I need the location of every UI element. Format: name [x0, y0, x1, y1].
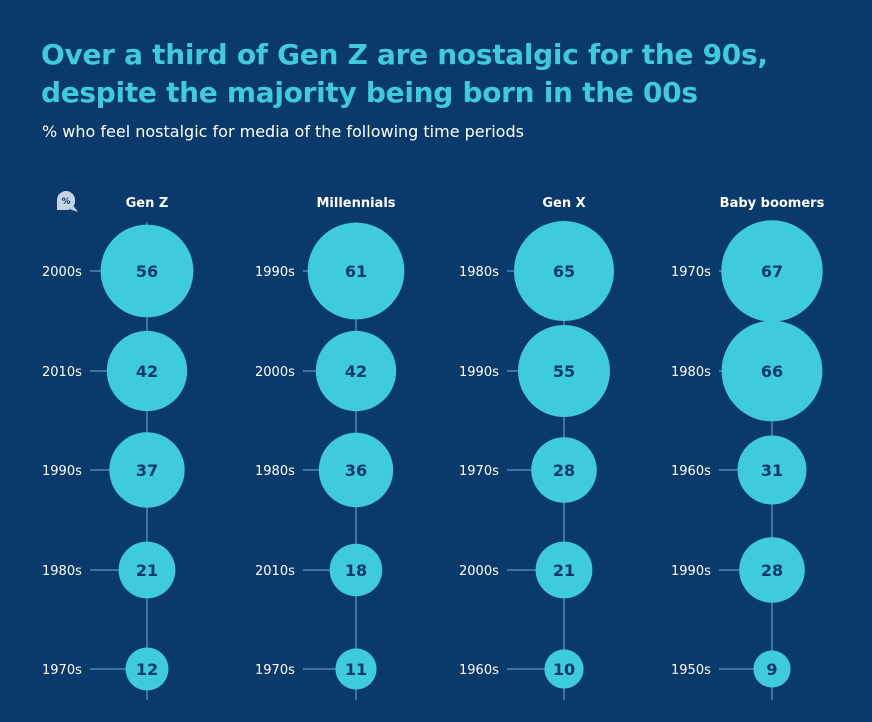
- bubble-value-label: 28: [553, 461, 575, 480]
- group-column: Millennials 1990s 61 2000s 42 1980s 36 2010s 18 1…: [255, 196, 405, 700]
- percent-badge-text: %: [61, 197, 70, 207]
- value-bubble: [514, 221, 614, 321]
- group-column: Gen Z 2000s 56 2010s 42 1990s 37 1980s 21 1970s 12: [42, 196, 194, 700]
- period-label: 2010s: [42, 365, 82, 380]
- value-bubble: [318, 432, 394, 508]
- bubble-value-label: 36: [345, 461, 367, 480]
- period-label: 1990s: [671, 564, 711, 579]
- value-bubble: [753, 650, 791, 688]
- period-label: 1980s: [459, 265, 499, 280]
- bubble-value-label: 61: [345, 262, 367, 281]
- bubble-value-label: 65: [553, 262, 575, 281]
- bubble-value-label: 55: [553, 362, 575, 381]
- bubble-value-label: 42: [345, 362, 367, 381]
- period-label: 1970s: [459, 464, 499, 479]
- value-bubble: [125, 647, 169, 691]
- period-label: 1980s: [671, 365, 711, 380]
- bubble-value-label: 21: [553, 561, 575, 580]
- period-label: 2010s: [255, 564, 295, 579]
- period-label: 1970s: [42, 663, 82, 678]
- bubble-value-label: 37: [136, 461, 158, 480]
- value-bubble: [721, 220, 823, 322]
- group-column: Baby boomers 1970s 67 1980s 66 1960s 31 1990s 28…: [671, 196, 825, 700]
- period-label: 1990s: [459, 365, 499, 380]
- chart-title: Over a third of Gen Z are nostalgic for …: [41, 38, 768, 109]
- value-bubble: [544, 649, 584, 689]
- value-bubble: [106, 330, 188, 412]
- value-bubble: [737, 435, 807, 505]
- period-label: 1960s: [671, 464, 711, 479]
- period-label: 1980s: [42, 564, 82, 579]
- bubble-value-label: 21: [136, 561, 158, 580]
- value-bubble: [315, 330, 397, 412]
- bubble-value-label: 67: [761, 262, 783, 281]
- group-label: Baby boomers: [720, 196, 825, 211]
- bubble-value-label: 11: [345, 660, 367, 679]
- period-label: 1970s: [255, 663, 295, 678]
- period-label: 1990s: [42, 464, 82, 479]
- period-label: 1950s: [671, 663, 711, 678]
- bubble-value-label: 12: [136, 660, 158, 679]
- bubble-value-label: 18: [345, 561, 367, 580]
- period-label: 1990s: [255, 265, 295, 280]
- chart-subtitle: % who feel nostalgic for media of the fo…: [42, 122, 524, 141]
- period-label: 2000s: [459, 564, 499, 579]
- group-label: Gen Z: [126, 196, 169, 211]
- bubble-value-label: 42: [136, 362, 158, 381]
- period-label: 2000s: [42, 265, 82, 280]
- value-bubble: [307, 222, 405, 320]
- group-label: Gen X: [542, 196, 585, 211]
- value-bubble: [721, 320, 823, 422]
- bubble-value-label: 28: [761, 561, 783, 580]
- period-label: 2000s: [255, 365, 295, 380]
- bubble-value-label: 56: [136, 262, 158, 281]
- value-bubble: [109, 432, 185, 508]
- percent-badge-shape: [57, 191, 75, 210]
- value-bubble: [100, 224, 194, 318]
- value-bubble: [329, 543, 383, 597]
- groups-layer: Gen Z 2000s 56 2010s 42 1990s 37 1980s 21 1970s 12…: [42, 196, 825, 700]
- bubble-value-label: 9: [766, 660, 777, 679]
- value-bubble: [118, 541, 176, 599]
- bubble-value-label: 10: [553, 660, 575, 679]
- value-bubble: [535, 541, 593, 599]
- value-bubble: [739, 537, 805, 603]
- value-bubble: [335, 648, 377, 690]
- group-column: Gen X 1980s 65 1990s 55 1970s 28 2000s 21 1960s 10: [459, 196, 614, 700]
- period-label: 1970s: [671, 265, 711, 280]
- period-label: 1960s: [459, 663, 499, 678]
- group-label: Millennials: [316, 196, 395, 211]
- value-bubble: [531, 437, 597, 503]
- bubble-value-label: 66: [761, 362, 783, 381]
- value-bubble: [518, 325, 610, 417]
- bubble-value-label: 31: [761, 461, 783, 480]
- percent-badge: %: [56, 191, 78, 212]
- period-label: 1980s: [255, 464, 295, 479]
